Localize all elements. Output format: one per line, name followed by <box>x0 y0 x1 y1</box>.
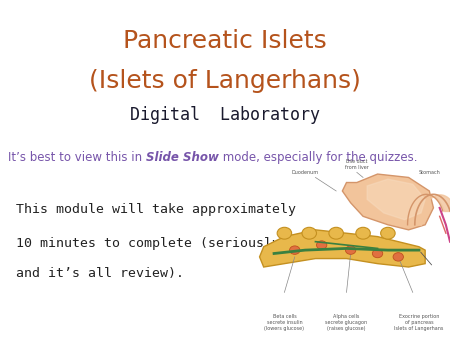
Polygon shape <box>260 230 425 267</box>
Text: Bile duct
from liver: Bile duct from liver <box>345 159 369 170</box>
Text: Slide Show: Slide Show <box>146 151 219 164</box>
Text: Stomach: Stomach <box>418 170 440 175</box>
Circle shape <box>373 249 382 258</box>
Circle shape <box>302 227 316 239</box>
Text: Beta cells
secrete insulin
(lowers glucose): Beta cells secrete insulin (lowers gluco… <box>265 314 304 331</box>
Text: Pancreatic Islets: Pancreatic Islets <box>123 28 327 53</box>
Text: and it’s all review).: and it’s all review). <box>16 267 184 280</box>
Circle shape <box>277 227 292 239</box>
Text: It’s best to view this in: It’s best to view this in <box>8 151 146 164</box>
Circle shape <box>393 253 404 261</box>
Circle shape <box>329 227 343 239</box>
Text: Exocrine portion
of pancreas
Islets of Langerhans: Exocrine portion of pancreas Islets of L… <box>394 314 444 331</box>
Text: Alpha cells
secrete glucagon
(raises glucose): Alpha cells secrete glucagon (raises glu… <box>325 314 368 331</box>
Circle shape <box>346 246 356 254</box>
Text: mode, especially for the quizzes.: mode, especially for the quizzes. <box>219 151 417 164</box>
Polygon shape <box>367 179 425 220</box>
Circle shape <box>381 227 395 239</box>
Circle shape <box>356 227 370 239</box>
Circle shape <box>316 241 327 249</box>
Circle shape <box>290 246 300 254</box>
Text: This module will take approximately: This module will take approximately <box>16 203 296 216</box>
Text: Digital  Laboratory: Digital Laboratory <box>130 106 320 124</box>
Text: 10 minutes to complete (seriously,: 10 minutes to complete (seriously, <box>16 237 288 250</box>
Polygon shape <box>342 174 433 230</box>
Text: Duodenum: Duodenum <box>292 170 319 175</box>
Text: (Islets of Langerhans): (Islets of Langerhans) <box>89 69 361 93</box>
